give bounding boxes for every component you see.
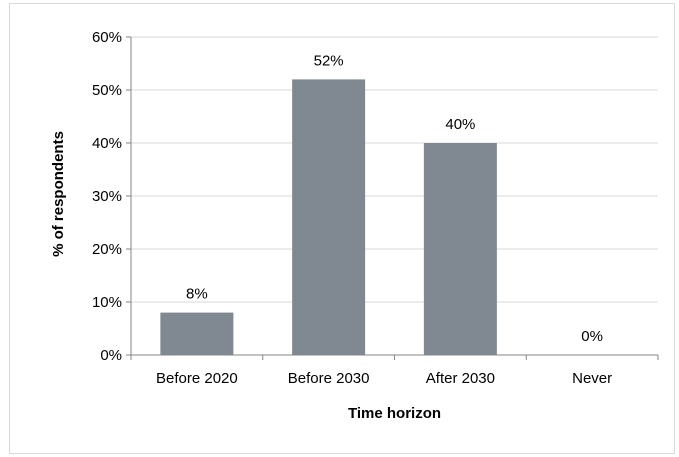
bar [292,79,366,356]
x-category-label: Before 2020 [156,370,238,387]
bar [160,312,234,355]
y-tick-label: 40% [92,135,122,152]
x-category-label: Never [572,370,612,387]
data-label: 40% [445,116,475,133]
y-tick-label: 30% [92,188,122,205]
gridlines [131,36,658,303]
bars [160,79,497,356]
y-axis-title: % of respondents [50,131,67,257]
bar-chart: 0% 10% 20% 30% 40% 50% 60% 8% Before 2020 52% Befo… [50,29,659,422]
y-tick-label: 0% [100,347,122,364]
y-tick-label: 60% [92,29,122,46]
data-label: 0% [581,328,603,345]
labels: 0% 10% 20% 30% 40% 50% 60% 8% Before 2020 52% Befo… [92,29,612,387]
x-axis-title: Time horizon [348,405,441,422]
data-label: 52% [314,52,344,69]
y-tick-label: 50% [92,82,122,99]
bar [423,143,497,355]
data-label: 8% [186,286,208,303]
y-tick-label: 10% [92,294,122,311]
chart-frame: 0% 10% 20% 30% 40% 50% 60% 8% Before 2020 52% Befo… [9,3,675,454]
x-category-label: After 2030 [426,370,495,387]
x-category-label: Before 2030 [288,370,370,387]
y-tick-label: 20% [92,241,122,258]
axes [126,36,659,360]
